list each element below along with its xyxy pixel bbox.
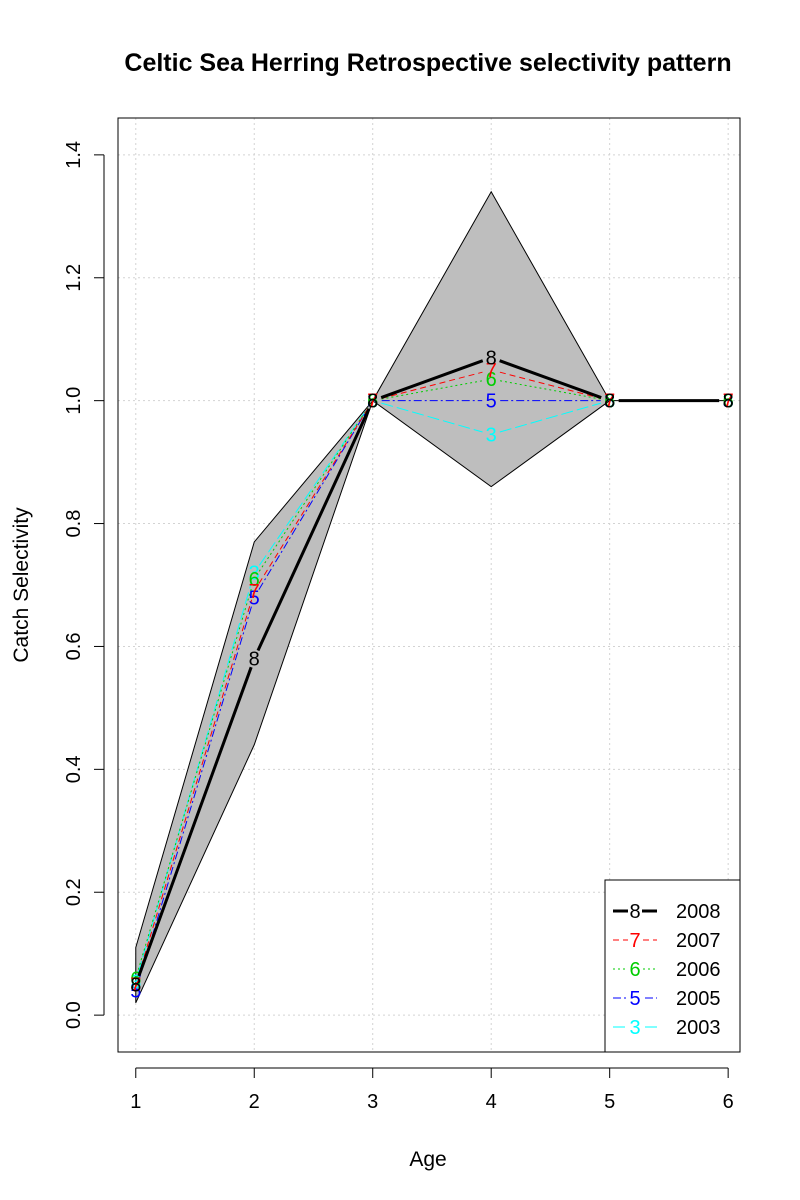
x-tick-label-0: 1 [130,1091,141,1113]
legend-marker-bg-2006 [628,958,642,980]
series-2003-point-2: 3 [367,391,378,413]
series-2008: 8 8 8 8 8 8 [130,348,734,997]
series-2008-point-4: 8 [604,391,615,413]
y-axis-label: Catch Selectivity [10,507,33,663]
legend-box [604,879,741,1053]
series-2008-segment-3 [499,359,602,399]
series-2005-point-3: 5 [486,391,497,413]
legend-marker-2006: 6 [629,959,640,981]
series-2007: 7 7 7 7 7 7 [130,360,734,996]
series-2003-point-1: 3 [249,563,260,585]
y-tick-label-5: 1.0 [63,387,85,415]
series-2007-segment-2 [381,371,483,399]
legend-label-2005: 2005 [676,988,721,1010]
series-2007-point-4: 7 [604,391,615,413]
y-tick-label-3: 0.6 [63,633,85,661]
legend-entry-2006: 6 2006 [613,958,721,981]
series-2006-point-0: 6 [130,968,141,990]
series-2006-point-3: 6 [486,369,497,391]
series-2007-point-1: 7 [249,581,260,603]
x-tick-label-4: 5 [604,1091,615,1113]
series-2006-segment-3 [499,380,601,400]
legend-marker-bg-2003 [628,1016,642,1038]
x-axis-label: Age [409,1148,446,1171]
legend-marker-2003: 3 [629,1017,640,1039]
series-2008-point-0: 8 [130,974,141,996]
plot-frame [117,117,741,1053]
legend-entry-2003: 3 2003 [613,1016,721,1039]
x-tick-label-1: 2 [249,1091,260,1113]
legend-label-2006: 2006 [676,959,721,981]
series-2003-point-4: 3 [604,391,615,413]
legend-marker-bg-2007 [628,929,642,951]
series-2007-point-5: 7 [723,391,734,413]
y-tick-label-7: 1.4 [63,141,85,169]
series-2003-point-5: 3 [723,391,734,413]
chart-title: Celtic Sea Herring Retrospective selecti… [124,49,731,77]
series-2007-point-0: 7 [130,974,141,996]
series-2005-point-1: 5 [249,587,260,609]
series-2003-point-0: 3 [130,971,141,993]
series-2007-point-3: 7 [486,360,497,382]
legend-label-2007: 2007 [676,930,721,952]
series-2008-point-3: 8 [486,348,497,370]
series-2008-point-1: 8 [249,649,260,671]
series-2005-point-2: 5 [367,391,378,413]
y-tick-label-1: 0.2 [63,878,85,906]
x-tick-label-3: 4 [486,1091,497,1113]
series-2007-segment-0 [137,599,253,976]
legend-entry-2008: 8 2008 [613,900,721,923]
legend: 8 2008 7 2007 6 2006 5 2005 3 2003 [604,879,741,1053]
axes: 1 2 3 4 5 60.00.20.40.60.81.01.21.4 [63,141,734,1113]
legend-label-2008: 2008 [676,901,721,923]
series-2005-point-0: 5 [130,981,141,1003]
legend-entry-2005: 5 2005 [613,987,721,1010]
series-2006-point-5: 6 [723,391,734,413]
legend-marker-2005: 5 [629,988,640,1010]
series-2006-segment-0 [137,587,253,970]
legend-marker-2007: 7 [629,930,640,952]
y-tick-label-4: 0.8 [63,510,85,538]
series-2005-point-5: 5 [723,391,734,413]
x-tick-label-5: 6 [723,1091,734,1113]
series-2007-segment-3 [499,371,602,399]
y-tick-label-6: 1.2 [63,264,85,292]
y-tick-label-2: 0.4 [63,755,85,783]
series-2006-point-4: 6 [604,391,615,413]
series-2008-segment-2 [380,359,484,399]
series-2003-segment-2 [381,402,483,433]
series-2007-point-2: 7 [367,391,378,413]
y-tick-label-0: 0.0 [63,1001,85,1029]
series-2003-segment-3 [499,402,602,433]
series-2003-point-3: 3 [486,424,497,446]
series-2008-segment-0 [137,666,253,977]
legend-marker-bg-2005 [628,987,642,1009]
series-2006-point-2: 6 [367,391,378,413]
legend-entry-2007: 7 2007 [613,929,721,952]
series-2007-segment-1 [258,408,369,584]
legend-marker-2008: 8 [629,901,640,923]
legend-label-2003: 2003 [676,1017,721,1039]
legend-marker-bg-2008 [628,900,642,922]
series-2006-point-1: 6 [249,569,260,591]
x-tick-label-2: 3 [367,1091,378,1113]
series-2005-segment-0 [137,605,253,983]
series-2008-point-5: 8 [723,391,734,413]
series-2008-segment-1 [256,408,371,652]
series-2006-segment-2 [381,380,483,400]
series-2005-point-4: 5 [604,391,615,413]
series-2005-segment-1 [258,408,369,590]
series-2008-point-2: 8 [367,391,378,413]
